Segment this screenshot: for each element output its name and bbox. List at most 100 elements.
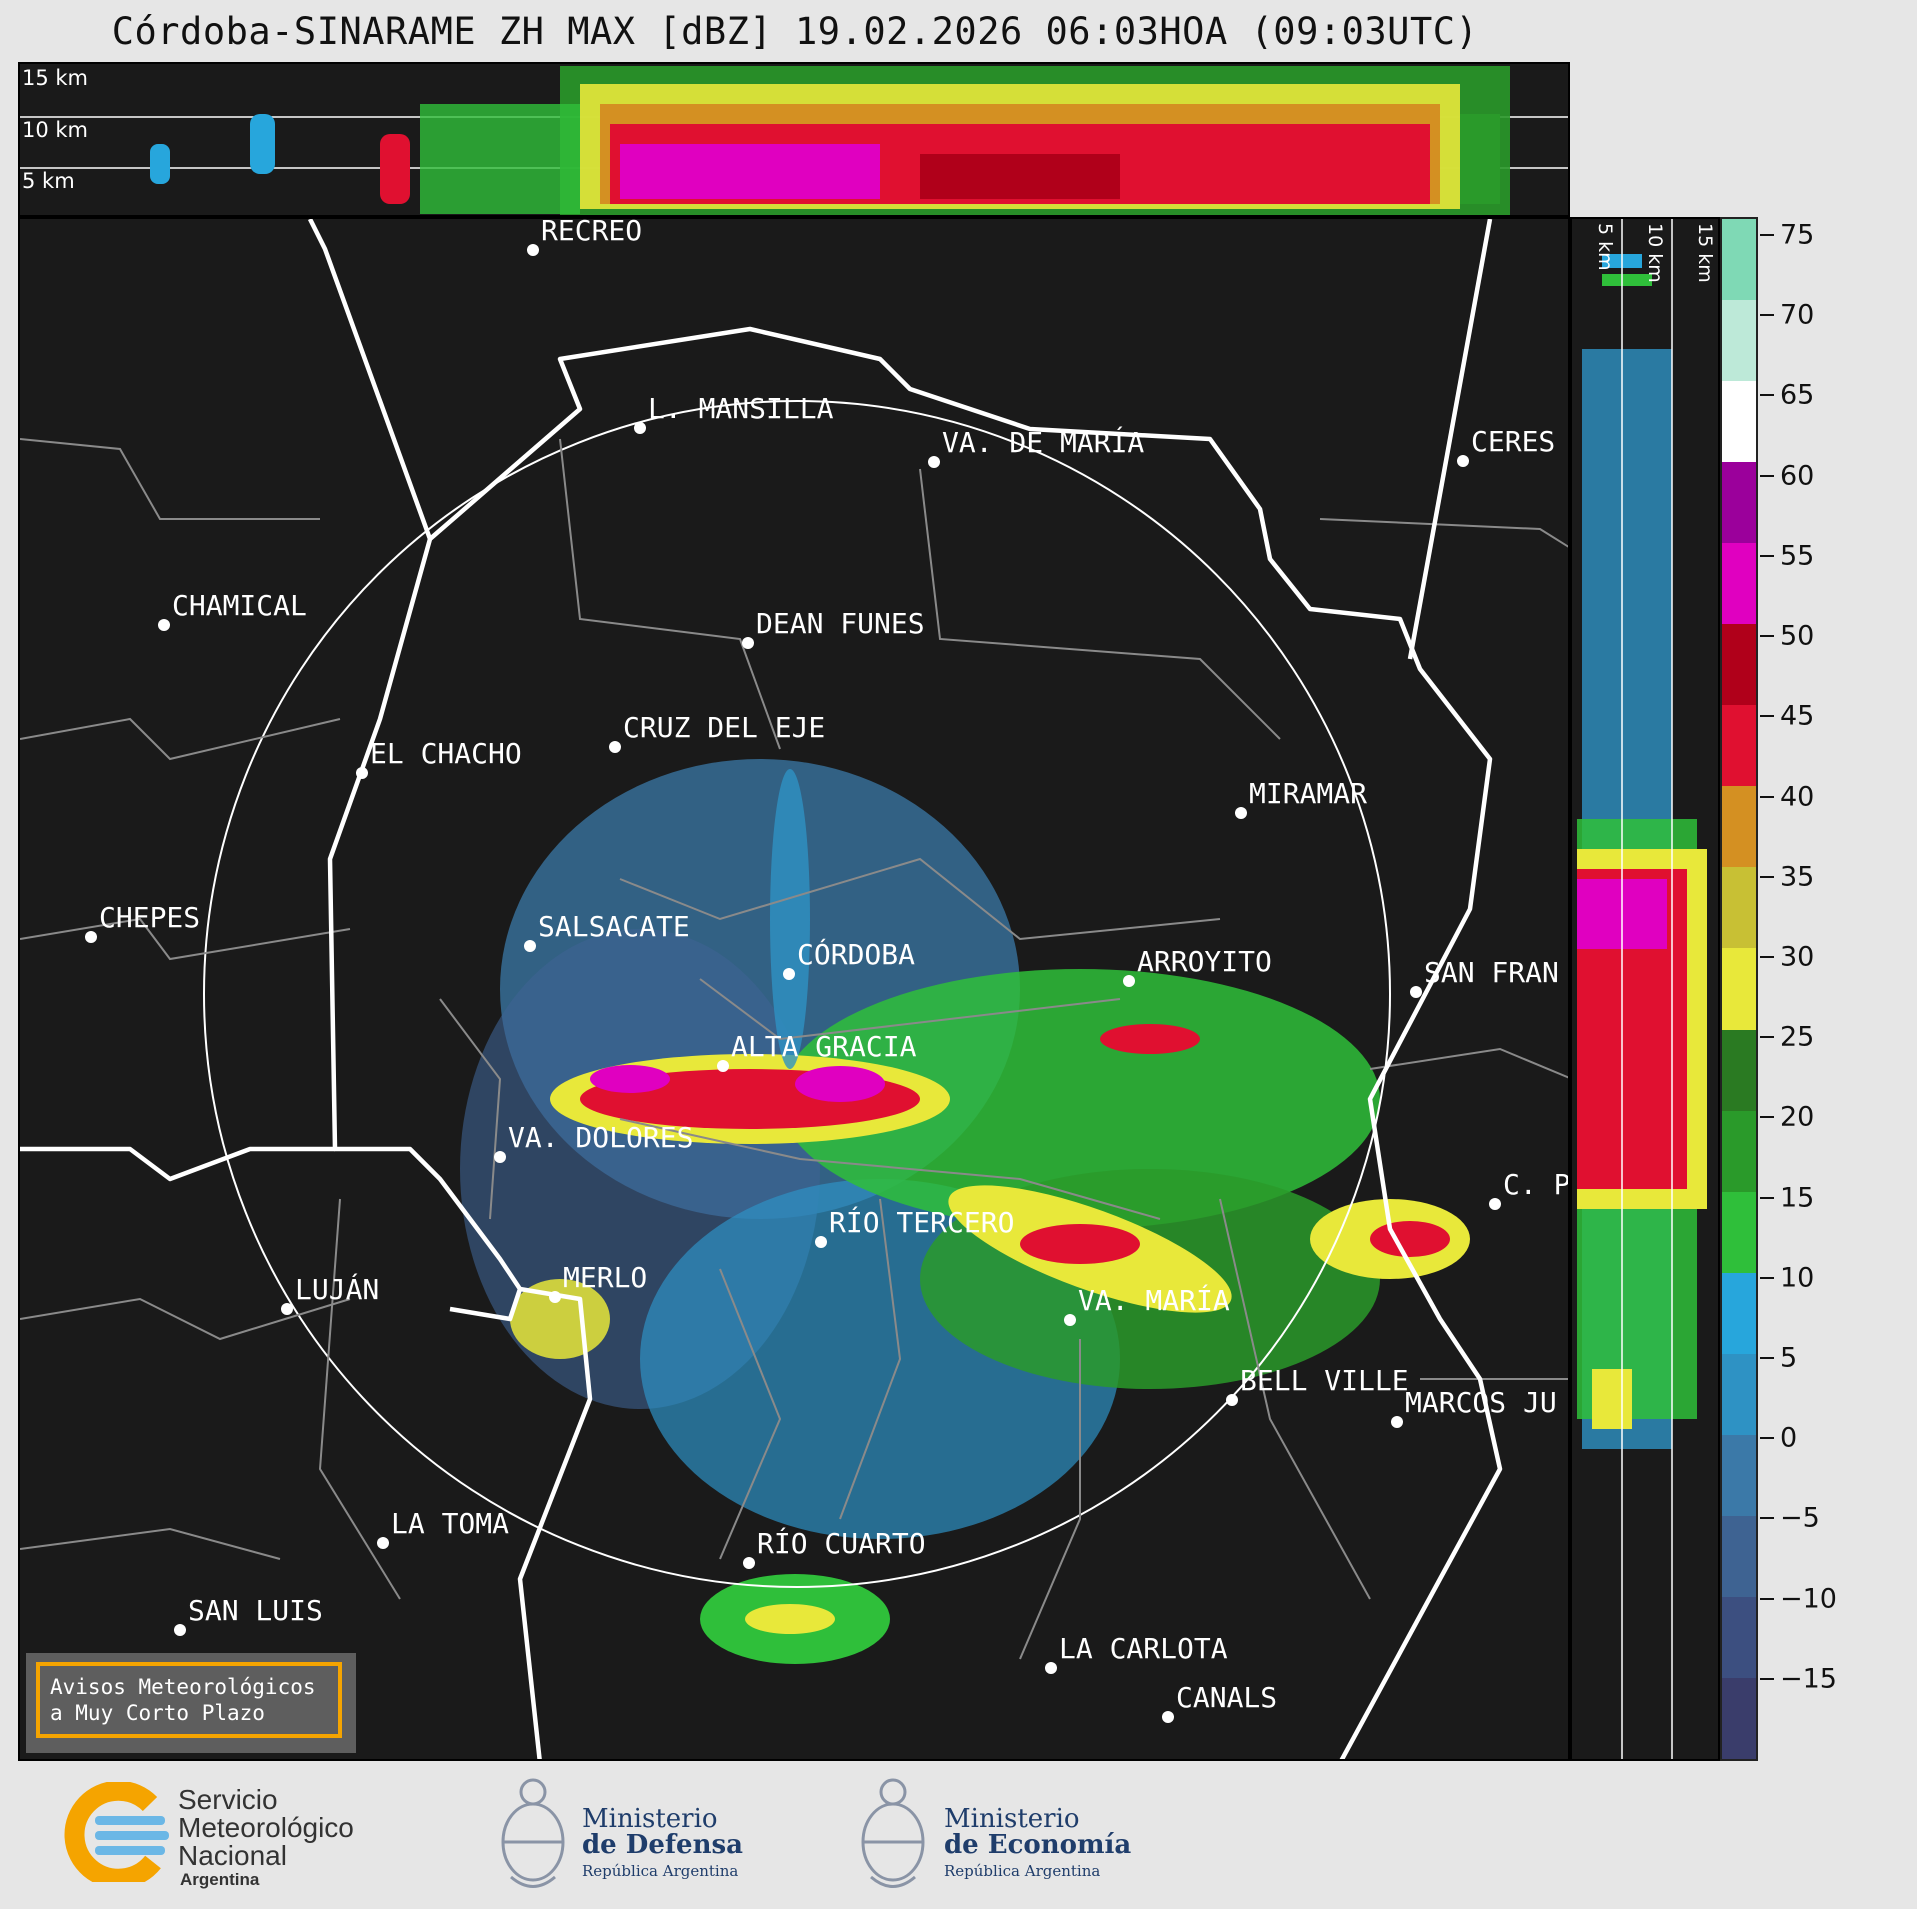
city-label: EL CHACHO — [370, 737, 522, 770]
colorbar-band — [1722, 624, 1756, 706]
top-level-label: 15 km — [22, 66, 89, 90]
colorbar-tick — [1760, 1356, 1774, 1359]
colorbar-tick — [1760, 955, 1774, 958]
city-marker-icon — [158, 619, 170, 631]
colorbar-tick — [1760, 1196, 1774, 1199]
radar-map — [18, 217, 1570, 1761]
colorbar-band — [1722, 705, 1756, 787]
colorbar-tick — [1760, 1276, 1774, 1279]
city-marker-icon — [742, 637, 754, 649]
colorbar-tick-label: 5 — [1780, 1342, 1798, 1374]
coat-of-arms-icon — [861, 1778, 925, 1888]
side-level-label: 15 km — [1694, 223, 1716, 283]
city-marker-icon — [549, 1291, 561, 1303]
economia-line-1: Ministerio — [944, 1804, 1080, 1834]
colorbar-tick-label: 65 — [1780, 379, 1815, 411]
colorbar-tick-label: 45 — [1780, 700, 1815, 732]
colorbar-tick — [1760, 635, 1774, 638]
colorbar-tick — [1760, 1036, 1774, 1039]
warning-line-2: a Muy Corto Plazo — [50, 1701, 265, 1725]
city-label: DEAN FUNES — [756, 607, 925, 640]
city-marker-icon — [634, 422, 646, 434]
city-marker-icon — [1391, 1416, 1403, 1428]
colorbar-tick-label: 55 — [1780, 540, 1815, 572]
colorbar-tick-label: 40 — [1780, 781, 1815, 812]
city-label: CERES — [1471, 425, 1556, 458]
city-marker-icon — [85, 931, 97, 943]
city-marker-icon — [174, 1624, 186, 1636]
colorbar-tick-label: −10 — [1780, 1583, 1837, 1615]
city-label: MERLO — [563, 1261, 648, 1294]
city-label: RÍO CUARTO — [757, 1527, 926, 1560]
colorbar-band — [1722, 1515, 1756, 1598]
city-label: CÓRDOBA — [797, 938, 916, 971]
colorbar-tick — [1760, 394, 1774, 397]
side-cross-section: 5 km 10 km 15 km — [1570, 217, 1720, 1761]
city-marker-icon — [494, 1151, 506, 1163]
city-label: SALSACATE — [538, 910, 690, 943]
city-label: L. MANSILLA — [648, 392, 834, 425]
city-label: CANALS — [1176, 1681, 1278, 1714]
city-marker-icon — [1162, 1711, 1174, 1723]
city-label: VA. DOLORES — [508, 1121, 694, 1154]
city-marker-icon — [1489, 1198, 1501, 1210]
colorbar-tick — [1760, 234, 1774, 237]
colorbar-tick — [1760, 1677, 1774, 1680]
smn-line-2: Meteorológico — [178, 1812, 354, 1843]
city-marker-icon — [783, 968, 795, 980]
colorbar-tick — [1760, 314, 1774, 317]
city-marker-icon — [1045, 1662, 1057, 1674]
defensa-line-2: de Defensa — [582, 1830, 743, 1860]
city-marker-icon — [527, 244, 539, 256]
city-label: MIRAMAR — [1249, 777, 1368, 810]
colorbar-tick — [1760, 1437, 1774, 1440]
side-level-label: 5 km — [1594, 223, 1616, 271]
city-label: CHEPES — [99, 901, 201, 934]
city-label: LA CARLOTA — [1059, 1632, 1228, 1665]
city-marker-icon — [356, 767, 368, 779]
city-marker-icon — [1123, 975, 1135, 987]
city-marker-icon — [1410, 986, 1422, 998]
colorbar-band — [1722, 1434, 1756, 1517]
city-label: CRUZ DEL EJE — [623, 711, 826, 744]
city-marker-icon — [928, 456, 940, 468]
colorbar-band — [1722, 948, 1756, 1031]
city-label: LUJÁN — [295, 1273, 380, 1306]
city-label: CHAMICAL — [172, 589, 307, 622]
warning-label[interactable]: Avisos Meteorológicos a Muy Corto Plazo — [36, 1662, 342, 1738]
city-label: MARCOS JU — [1405, 1386, 1557, 1419]
colorbar-band — [1722, 786, 1756, 868]
city-label: SAN FRAN — [1424, 956, 1559, 989]
colorbar-tick-label: 25 — [1780, 1021, 1815, 1053]
colorbar-tick-label: 0 — [1780, 1422, 1798, 1454]
city-label: BELL VILLE — [1240, 1364, 1409, 1397]
colorbar-tick-label: 10 — [1780, 1262, 1815, 1294]
colorbar-band — [1722, 462, 1756, 544]
department-boundaries — [20, 438, 1568, 1660]
colorbar-tick — [1760, 1116, 1774, 1119]
top-level-label: 10 km — [22, 118, 89, 142]
smn-line-3: Nacional — [178, 1840, 287, 1871]
colorbar-tick-label: −15 — [1780, 1663, 1837, 1695]
colorbar-band — [1722, 1029, 1756, 1112]
top-cross-section-echo — [20, 66, 1568, 215]
city-label: ARROYITO — [1137, 945, 1272, 978]
warning-box[interactable]: Avisos Meteorológicos a Muy Corto Plazo — [26, 1653, 356, 1753]
colorbar-tick-label: 30 — [1780, 941, 1815, 973]
smn-emblem-icon — [64, 1782, 169, 1882]
city-marker-icon — [281, 1303, 293, 1315]
colorbar-tick — [1760, 875, 1774, 878]
dbz-colorbar — [1720, 217, 1758, 1761]
colorbar-tick-label: 35 — [1780, 861, 1815, 893]
colorbar-tick — [1760, 554, 1774, 557]
colorbar-tick-label: 50 — [1780, 620, 1815, 652]
warning-line-1: Avisos Meteorológicos — [50, 1675, 316, 1699]
colorbar-tick-label: 20 — [1780, 1101, 1815, 1133]
top-level-label: 5 km — [22, 169, 75, 193]
colorbar-band — [1722, 1677, 1756, 1760]
colorbar-band — [1722, 219, 1756, 301]
city-marker-icon — [524, 940, 536, 952]
top-cross-section: 15 km 10 km 5 km — [18, 62, 1570, 217]
economia-line-2: de Economía — [944, 1830, 1132, 1860]
colorbar-band — [1722, 543, 1756, 625]
